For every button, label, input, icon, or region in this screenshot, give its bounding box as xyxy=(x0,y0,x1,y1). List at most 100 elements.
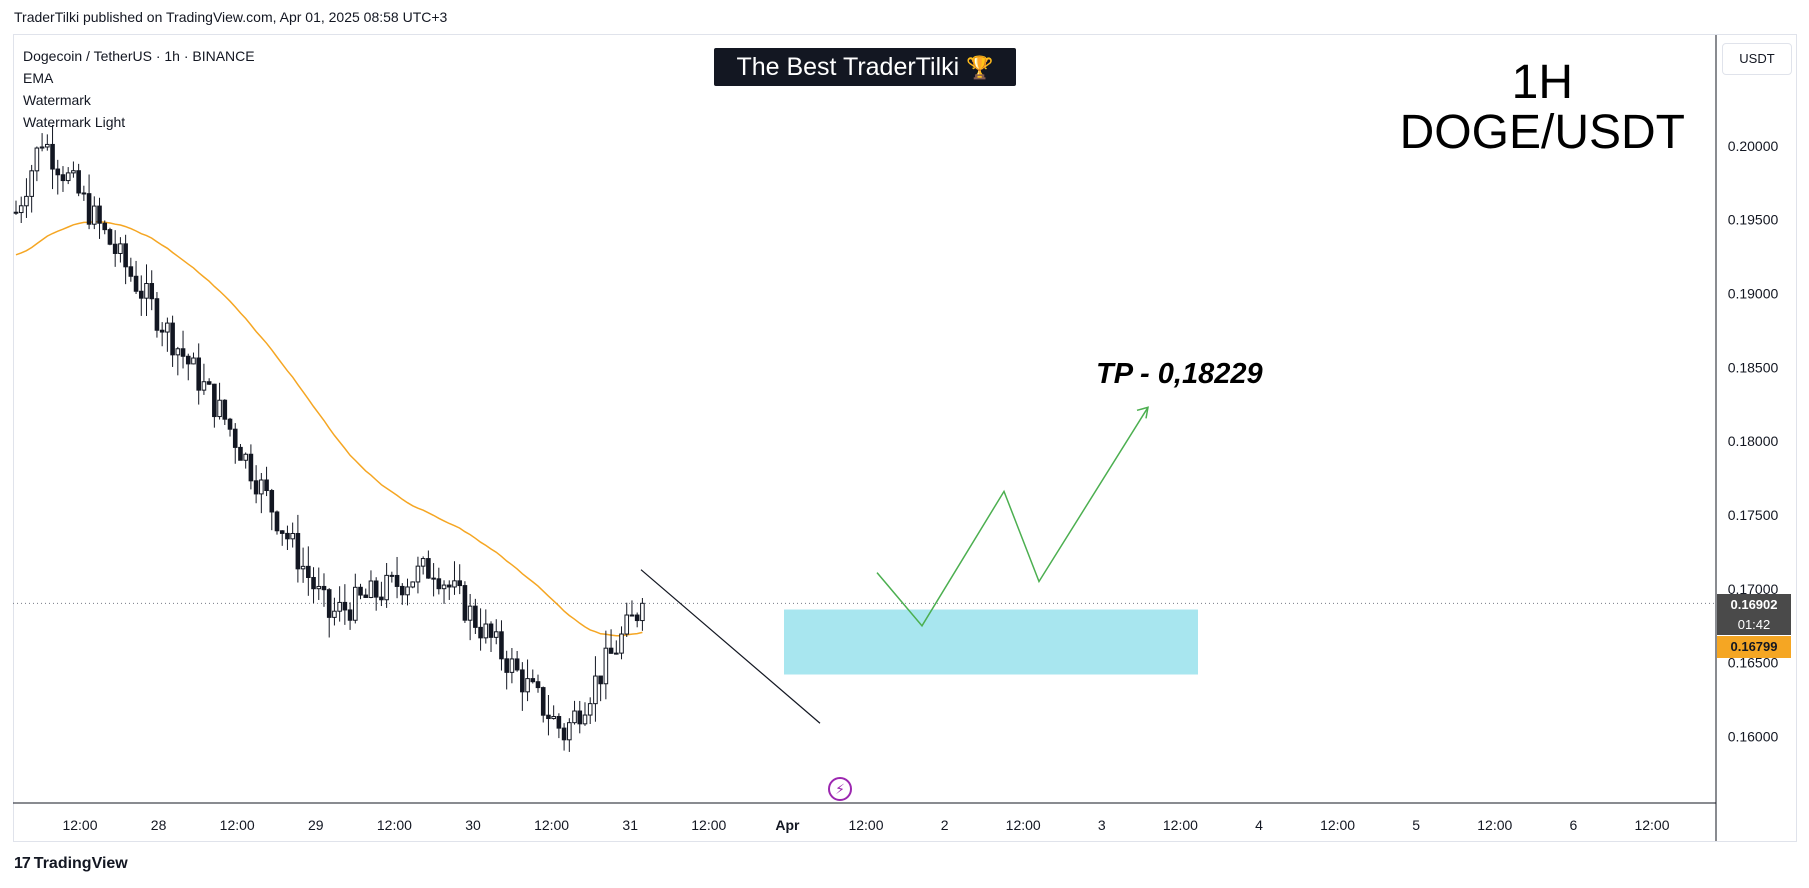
candle-body[interactable] xyxy=(232,428,238,448)
candle-body[interactable] xyxy=(546,714,551,720)
candle-body[interactable] xyxy=(316,585,322,590)
candle-body[interactable] xyxy=(45,143,50,148)
candle-body[interactable] xyxy=(556,716,562,729)
candle-body[interactable] xyxy=(212,383,217,418)
candle-body[interactable] xyxy=(13,211,19,214)
candle-body[interactable] xyxy=(493,631,499,638)
candle-body[interactable] xyxy=(102,222,108,231)
candle-body[interactable] xyxy=(593,675,598,705)
candle-body[interactable] xyxy=(201,381,207,391)
legend-indicator-watermark-light[interactable]: Watermark Light xyxy=(23,114,126,130)
candle-body[interactable] xyxy=(50,143,55,170)
candle-body[interactable] xyxy=(358,586,363,596)
candle-body[interactable] xyxy=(384,574,389,601)
candle-body[interactable] xyxy=(196,357,201,391)
candle-body[interactable] xyxy=(306,565,311,578)
candle-body[interactable] xyxy=(368,580,374,598)
candle-body[interactable] xyxy=(420,558,426,567)
candle-body[interactable] xyxy=(133,275,139,292)
currency-selector[interactable]: USDT xyxy=(1722,43,1792,75)
candle-body[interactable] xyxy=(446,584,452,588)
candle-body[interactable] xyxy=(587,703,593,716)
candle-body[interactable] xyxy=(473,605,478,628)
candle-body[interactable] xyxy=(499,631,504,660)
candle-body[interactable] xyxy=(92,205,97,225)
candle-body[interactable] xyxy=(227,418,233,430)
candle-body[interactable] xyxy=(426,558,431,579)
candle-body[interactable] xyxy=(144,283,149,299)
time-axis[interactable]: 12:00 28 12:00 29 12:00 30 12:00 31 12:00 Apr 12:0… xyxy=(62,817,1669,833)
candle-body[interactable] xyxy=(180,348,186,357)
candle-body[interactable] xyxy=(598,675,603,685)
candle-body[interactable] xyxy=(488,623,494,638)
candle-body[interactable] xyxy=(332,610,337,618)
candle-body[interactable] xyxy=(65,172,71,182)
candle-body[interactable] xyxy=(373,580,379,598)
candle-body[interactable] xyxy=(76,170,81,194)
candle-body[interactable] xyxy=(295,532,301,570)
candle-body[interactable] xyxy=(112,243,118,254)
candle-body[interactable] xyxy=(462,585,468,621)
candle-body[interactable] xyxy=(520,669,525,693)
candle-body[interactable] xyxy=(290,532,295,540)
candle-body[interactable] xyxy=(34,147,40,172)
candle-body[interactable] xyxy=(165,322,170,333)
legend-indicator-ema[interactable]: EMA xyxy=(23,70,54,86)
candle-body[interactable] xyxy=(55,168,61,176)
candle-body[interactable] xyxy=(86,193,92,225)
candle-body[interactable] xyxy=(614,652,619,655)
candle-body[interactable] xyxy=(185,355,191,365)
candle-body[interactable] xyxy=(603,647,609,685)
candle-body[interactable] xyxy=(629,614,635,617)
candle-body[interactable] xyxy=(71,170,76,174)
candle-body[interactable] xyxy=(478,626,483,639)
candle-body[interactable] xyxy=(39,146,45,149)
candle-body[interactable] xyxy=(248,453,254,482)
legend-indicator-watermark[interactable]: Watermark xyxy=(23,92,91,108)
candle-body[interactable] xyxy=(640,602,645,622)
candle-body[interactable] xyxy=(342,601,348,611)
candle-body[interactable] xyxy=(441,584,447,590)
candle-body[interactable] xyxy=(509,658,515,673)
candle-body[interactable] xyxy=(321,585,327,591)
candle-body[interactable] xyxy=(525,678,530,693)
tradingview-logo[interactable]: 17 TradingView xyxy=(14,855,128,873)
candle-body[interactable] xyxy=(582,714,588,725)
candle-body[interactable] xyxy=(206,381,212,385)
candle-body[interactable] xyxy=(514,658,520,671)
candle-body[interactable] xyxy=(159,329,165,333)
candle-body[interactable] xyxy=(300,565,306,570)
candle-body[interactable] xyxy=(394,574,400,587)
candle-body[interactable] xyxy=(18,205,24,214)
candle-body[interactable] xyxy=(118,243,123,254)
candle-body[interactable] xyxy=(81,192,87,195)
candle-body[interactable] xyxy=(285,532,290,540)
candle-body[interactable] xyxy=(467,605,473,621)
candle-body[interactable] xyxy=(154,298,160,331)
candle-body[interactable] xyxy=(410,581,416,588)
candle-body[interactable] xyxy=(452,580,457,588)
candle-body[interactable] xyxy=(415,565,421,583)
candle-body[interactable] xyxy=(535,681,541,689)
candle-body[interactable] xyxy=(24,195,29,207)
candle-body[interactable] xyxy=(222,399,228,420)
candle-body[interactable] xyxy=(624,614,630,635)
candle-body[interactable] xyxy=(551,716,556,720)
candle-body[interactable] xyxy=(540,687,546,716)
price-axis[interactable]: 0.20000 0.19500 0.19000 0.18500 0.18000 0.175… xyxy=(1728,138,1779,745)
candle-body[interactable] xyxy=(577,710,583,725)
candle-body[interactable] xyxy=(379,596,384,601)
candle-body[interactable] xyxy=(483,623,489,639)
candle-body[interactable] xyxy=(608,647,614,654)
candle-body[interactable] xyxy=(337,601,342,612)
candle-body[interactable] xyxy=(405,586,410,596)
candle-body[interactable] xyxy=(353,586,358,621)
candle-body[interactable] xyxy=(399,585,405,596)
candle-body[interactable] xyxy=(347,609,353,621)
candle-body[interactable] xyxy=(269,490,275,513)
candle-body[interactable] xyxy=(274,511,280,532)
candle-body[interactable] xyxy=(123,243,128,268)
candles[interactable] xyxy=(13,125,645,752)
candle-body[interactable] xyxy=(634,614,640,622)
